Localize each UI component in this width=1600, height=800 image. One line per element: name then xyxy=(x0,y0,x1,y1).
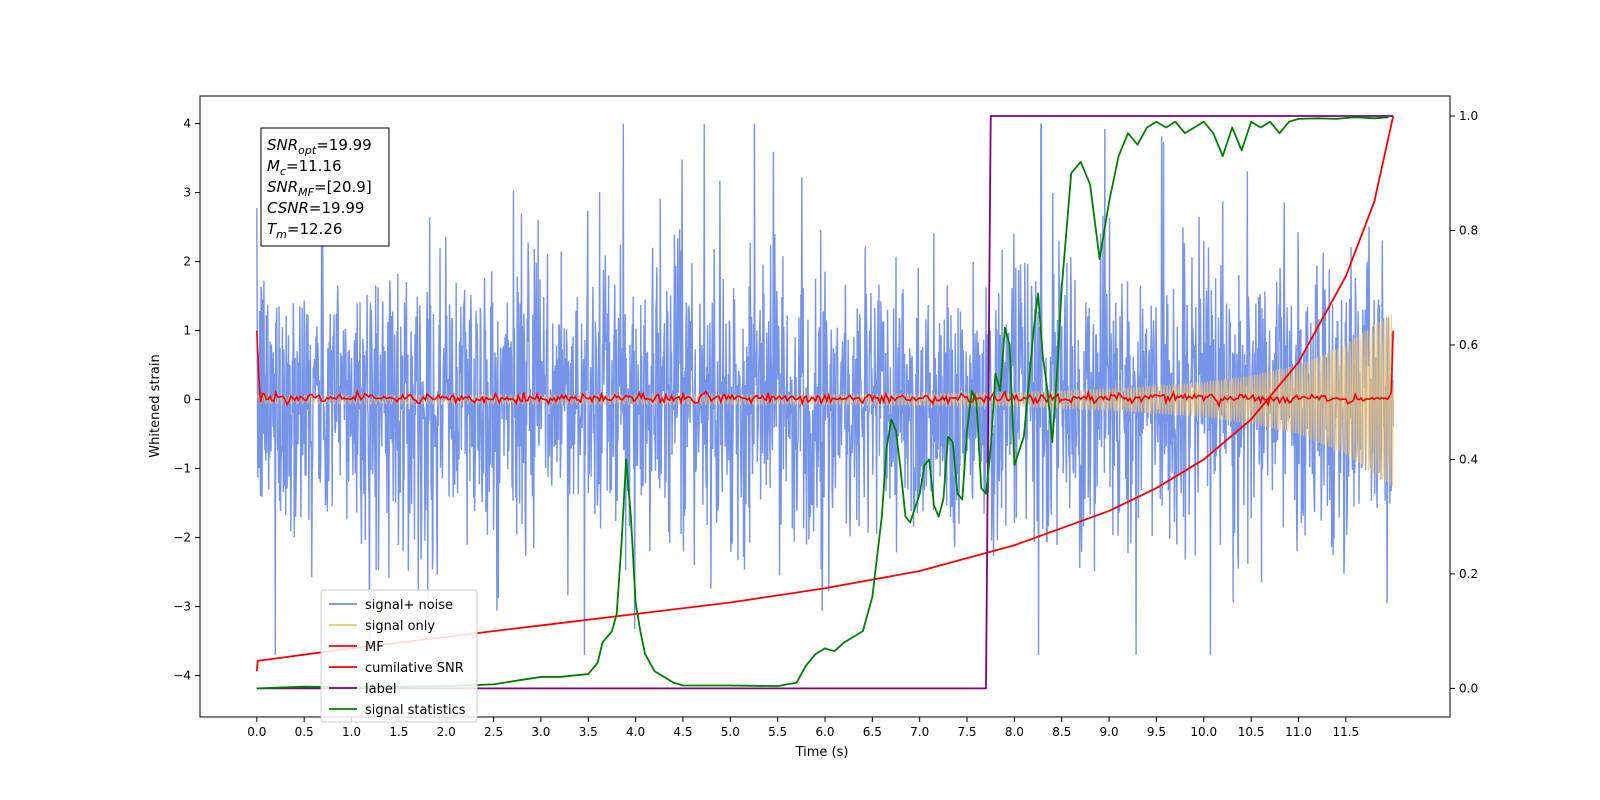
x-tick-label: 11.5 xyxy=(1332,725,1359,739)
y-right-tick-label: 1.0 xyxy=(1459,109,1478,123)
x-tick-label: 8.0 xyxy=(1005,725,1024,739)
x-axis: 0.0 0.5 1.0 1.5 2.0 2.5 3.0 3.5 4.0 4.5 5.0 5.5 6.0 6… xyxy=(247,717,1359,739)
y-left-tick-label: 1 xyxy=(183,324,191,338)
x-tick-label: 9.0 xyxy=(1100,725,1119,739)
y-right-tick-label: 0.8 xyxy=(1459,224,1478,238)
x-tick-label: 2.0 xyxy=(437,725,456,739)
legend-entry: cumilative SNR xyxy=(365,661,464,676)
y-right-tick-label: 0.2 xyxy=(1459,567,1478,581)
y-left-tick-label: 3 xyxy=(183,186,191,200)
y-left-tick-label: 0 xyxy=(183,393,191,407)
series-mf xyxy=(256,330,1394,409)
series-label xyxy=(256,115,1394,690)
info-box-line: Mc=11.16 xyxy=(267,157,342,178)
info-box-line: SNRMF=[20.9] xyxy=(267,178,372,199)
x-tick-label: 5.5 xyxy=(768,725,787,739)
info-box-frame xyxy=(260,127,390,247)
x-tick-label: 9.5 xyxy=(1147,725,1166,739)
y-left-tick-label: −2 xyxy=(173,531,191,545)
info-box: SNRopt=19.99Mc=11.16SNRMF=[20.9]CSNR=19.… xyxy=(260,127,390,247)
legend-entry: signal only xyxy=(365,619,435,634)
x-tick-label: 7.0 xyxy=(910,725,929,739)
y-axis-label-left: Whitened strain xyxy=(148,354,163,457)
x-tick-label: 4.5 xyxy=(673,725,692,739)
series-signal-noise xyxy=(256,123,1394,655)
x-tick-label: 0.5 xyxy=(295,725,314,739)
x-tick-label: 5.0 xyxy=(721,725,740,739)
x-tick-label: 7.5 xyxy=(957,725,976,739)
x-tick-label: 8.5 xyxy=(1052,725,1071,739)
legend-frame xyxy=(320,589,478,723)
x-tick-label: 6.0 xyxy=(815,725,834,739)
y-axis-left: −4 −3 −2 −1 0 1 2 3 4 xyxy=(173,117,200,683)
y-right-tick-label: 0.0 xyxy=(1459,681,1478,695)
legend-entry: MF xyxy=(365,640,384,655)
legend: signal+ noise signal only MF cumilative SNR… xyxy=(320,589,478,723)
y-axis-right: 0.0 0.2 0.4 0.6 0.8 1.0 xyxy=(1450,109,1478,695)
x-tick-label: 0.0 xyxy=(247,725,266,739)
y-left-tick-label: 4 xyxy=(183,117,191,131)
x-tick-label: 4.0 xyxy=(626,725,645,739)
series-signal-statistics xyxy=(256,116,1389,690)
x-tick-label: 6.5 xyxy=(863,725,882,739)
y-left-tick-label: −3 xyxy=(173,600,191,614)
x-tick-label: 3.5 xyxy=(579,725,598,739)
y-left-tick-label: −4 xyxy=(173,669,191,683)
x-tick-label: 10.5 xyxy=(1238,725,1265,739)
info-box-line: Tm=12.26 xyxy=(267,220,342,241)
y-right-tick-label: 0.6 xyxy=(1459,338,1478,352)
y-right-tick-label: 0.4 xyxy=(1459,452,1478,466)
legend-entry: signal statistics xyxy=(365,703,466,718)
x-tick-label: 11.0 xyxy=(1285,725,1312,739)
legend-entry: signal+ noise xyxy=(365,598,453,613)
info-box-line: SNRopt=19.99 xyxy=(267,136,372,157)
x-axis-label: Time (s) xyxy=(795,745,849,760)
x-tick-label: 10.0 xyxy=(1190,725,1217,739)
y-left-tick-label: 2 xyxy=(183,255,191,269)
legend-entry: label xyxy=(365,682,396,697)
x-tick-label: 2.5 xyxy=(484,725,503,739)
y-left-tick-label: −1 xyxy=(173,462,191,476)
x-tick-label: 3.0 xyxy=(531,725,550,739)
info-box-line: CSNR=19.99 xyxy=(267,199,364,217)
x-tick-label: 1.0 xyxy=(342,725,361,739)
x-tick-label: 1.5 xyxy=(389,725,408,739)
